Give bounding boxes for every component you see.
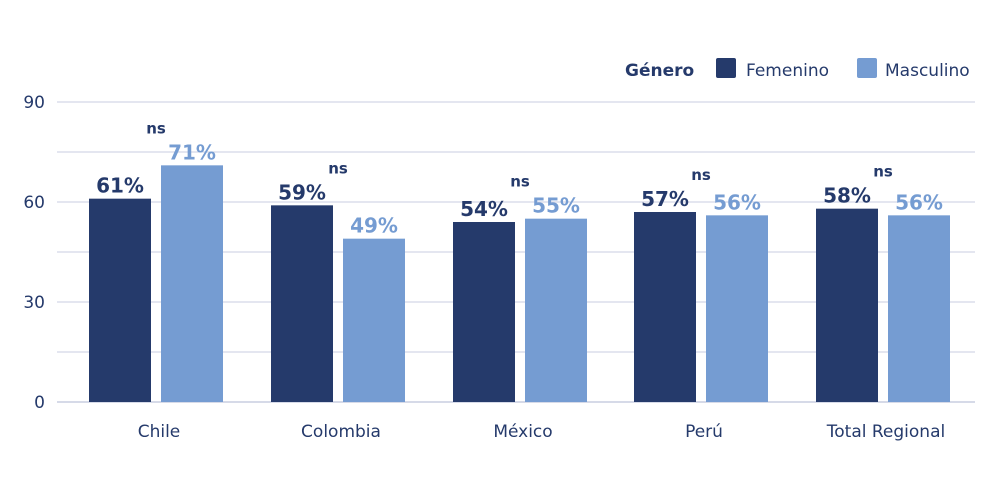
bar-femenino-4	[816, 208, 878, 402]
significance-label: ns	[146, 119, 166, 137]
x-tick-label: Chile	[138, 422, 181, 442]
x-tick-label: México	[493, 422, 552, 442]
data-label: 57%	[641, 187, 689, 211]
data-label: 58%	[823, 184, 871, 208]
bar-femenino-0	[89, 198, 151, 402]
legend-label-femenino: Femenino	[746, 61, 829, 81]
significance-label: ns	[328, 159, 348, 177]
y-tick-label: 90	[23, 93, 45, 113]
bar-femenino-1	[271, 205, 333, 402]
data-label: 49%	[350, 214, 398, 238]
x-tick-label: Colombia	[301, 422, 381, 442]
y-tick-label: 60	[23, 193, 45, 213]
y-tick-label: 30	[23, 293, 45, 313]
legend-title: Género	[625, 61, 694, 81]
bar-masculino-4	[888, 215, 950, 402]
y-tick-label: 0	[34, 393, 45, 413]
data-label: 56%	[895, 190, 943, 214]
data-label: 54%	[460, 197, 508, 221]
legend-label-masculino: Masculino	[885, 61, 970, 81]
bar-masculino-3	[706, 215, 768, 402]
x-tick-label: Perú	[685, 422, 723, 442]
data-label: 55%	[532, 194, 580, 218]
data-label: 71%	[168, 140, 216, 164]
x-tick-label: Total Regional	[826, 422, 945, 442]
legend-swatch-masculino	[857, 58, 877, 78]
data-label: 61%	[96, 174, 144, 198]
significance-label: ns	[510, 173, 530, 191]
data-label: 59%	[278, 180, 326, 204]
bar-masculino-0	[161, 165, 223, 402]
bar-masculino-2	[525, 218, 587, 402]
bar-femenino-2	[453, 222, 515, 402]
significance-label: ns	[873, 163, 893, 181]
legend-swatch-femenino	[716, 58, 736, 78]
bar-femenino-3	[634, 212, 696, 402]
bar-masculino-1	[343, 238, 405, 402]
legend: Género Femenino Masculino	[625, 58, 970, 81]
data-label: 56%	[713, 190, 761, 214]
significance-label: ns	[691, 166, 711, 184]
